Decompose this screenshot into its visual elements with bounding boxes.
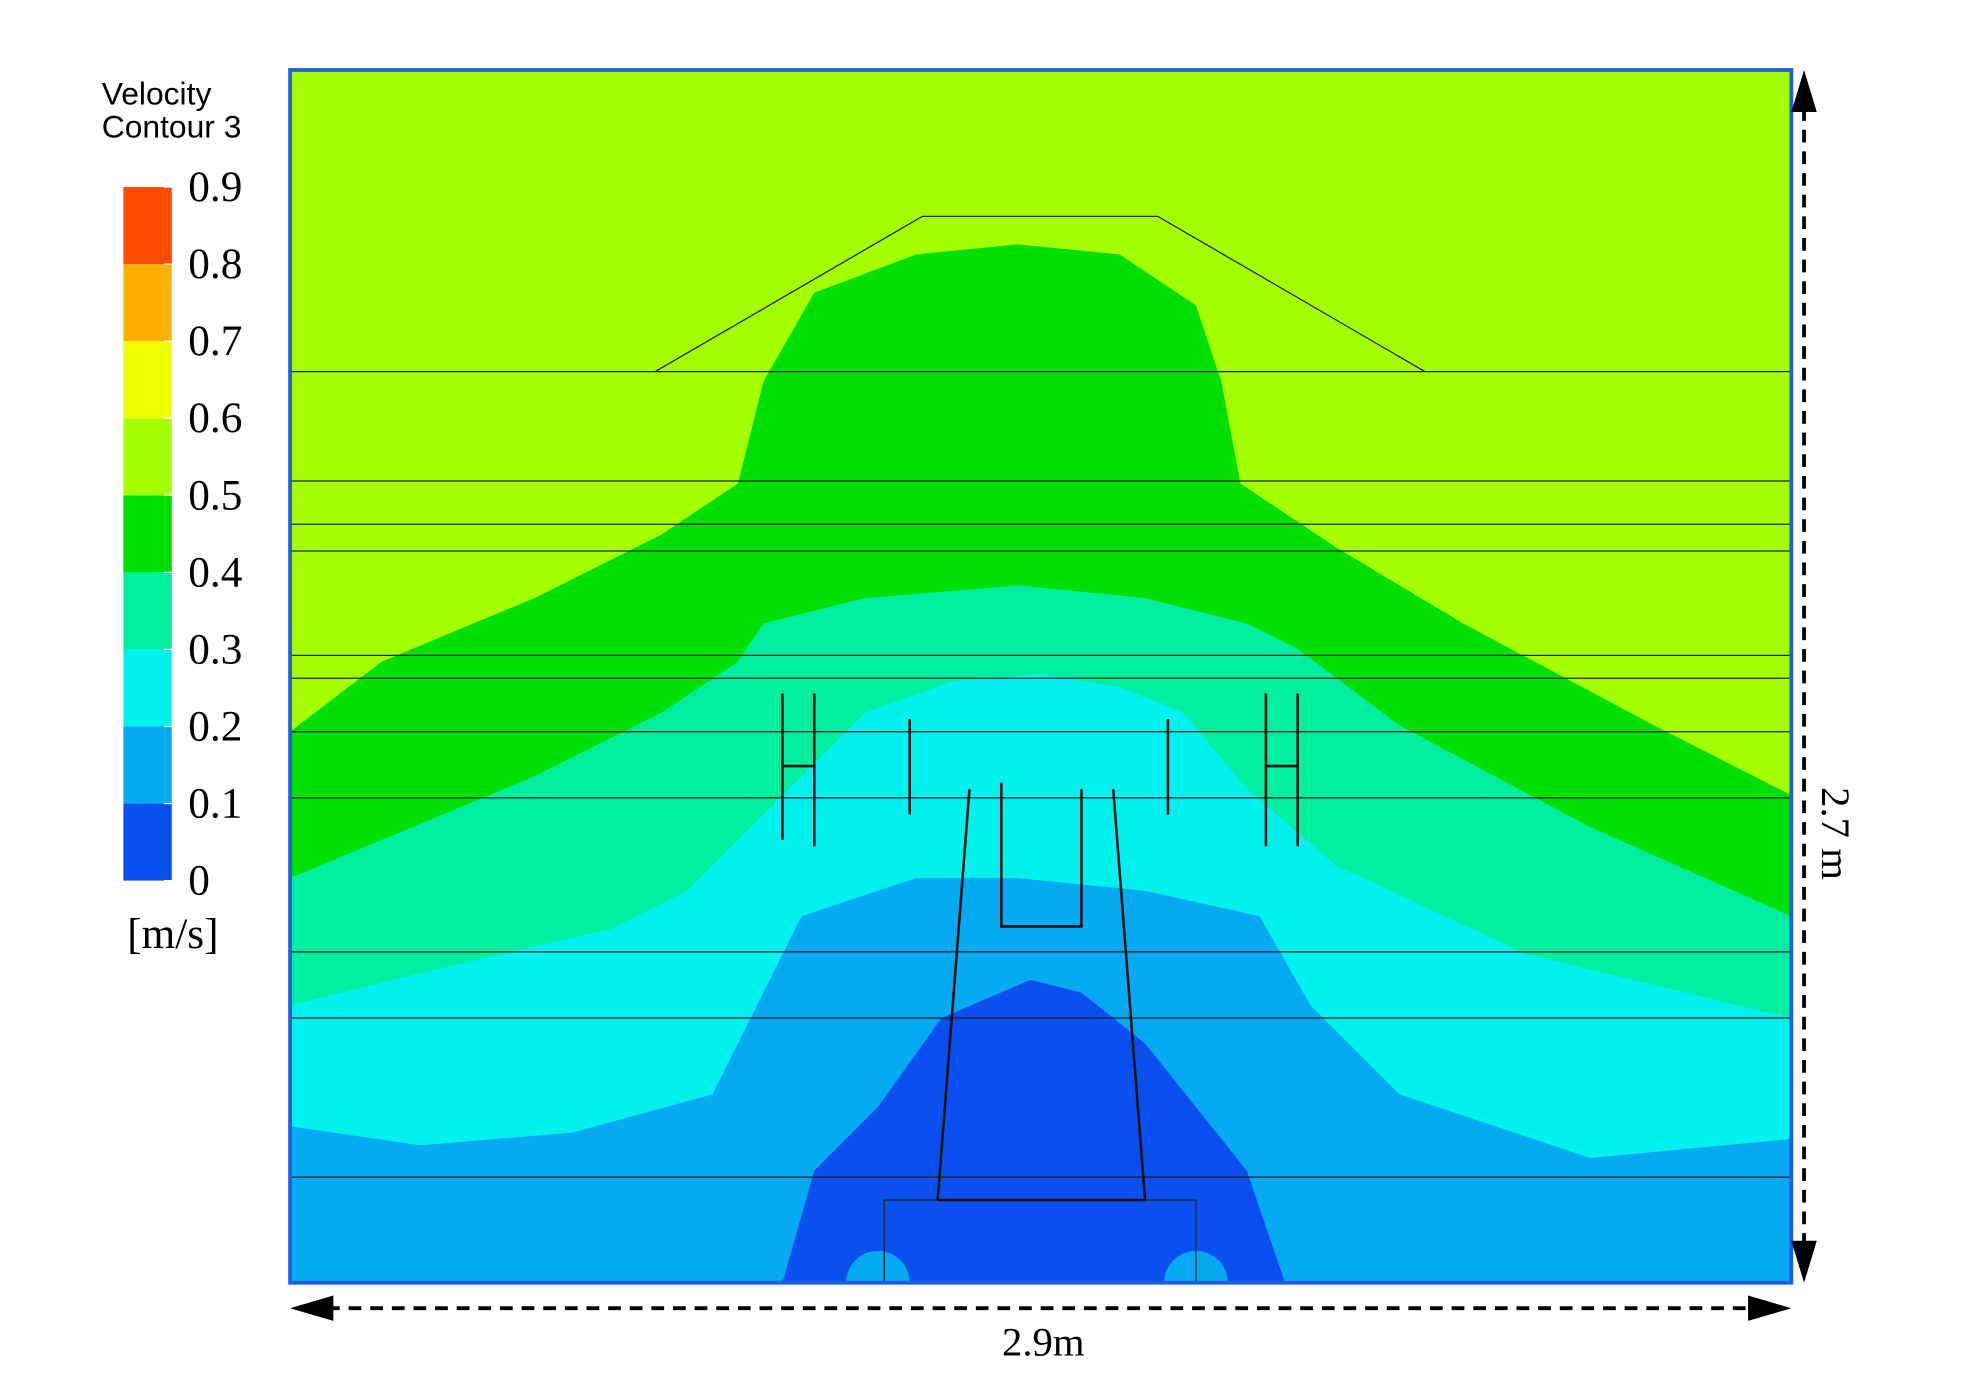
colorbar-band	[123, 572, 172, 650]
colorbar-tick-label: 0.6	[188, 394, 242, 442]
width-label: 2.9m	[1002, 1319, 1085, 1364]
legend-title: Velocity	[102, 75, 212, 111]
colorbar: 0 0.1 0.2 0.3 0.4 0.5 0.6 0.7 0.8 0.9	[123, 163, 242, 905]
colorbar-tick-label: 0.9	[188, 163, 242, 211]
colorbar-band	[123, 264, 172, 342]
colorbar-tick-label: 0.7	[188, 317, 242, 365]
colorbar-band	[123, 803, 172, 881]
colorbar-band	[123, 341, 172, 419]
contour-region	[782, 979, 1285, 1283]
colorbar-band	[123, 649, 172, 727]
colorbar-tick-label: 0.3	[188, 625, 242, 673]
colorbar-tick-label: 0.4	[188, 548, 242, 596]
colorbar-band	[123, 726, 172, 804]
colorbar-band	[123, 495, 172, 573]
dimension-arrows	[290, 69, 1817, 1321]
plot-border	[288, 68, 1794, 1285]
legend-unit: [m/s]	[127, 910, 218, 958]
legend-title: Contour 3	[102, 108, 242, 144]
structures	[781, 693, 1299, 1202]
colorbar-band	[123, 418, 172, 496]
colorbar-tick-label: 0	[188, 857, 210, 905]
height-label: 2.7 m	[1813, 787, 1858, 880]
contour-plot	[288, 68, 1794, 1285]
mesh-lines	[290, 215, 1792, 1284]
colorbar-band	[123, 187, 172, 265]
colorbar-tick-label: 0.1	[188, 780, 242, 828]
colorbar-tick-label: 0.2	[188, 702, 242, 750]
colorbar-tick-label: 0.5	[188, 471, 242, 519]
colorbar-tick-label: 0.8	[188, 240, 242, 288]
